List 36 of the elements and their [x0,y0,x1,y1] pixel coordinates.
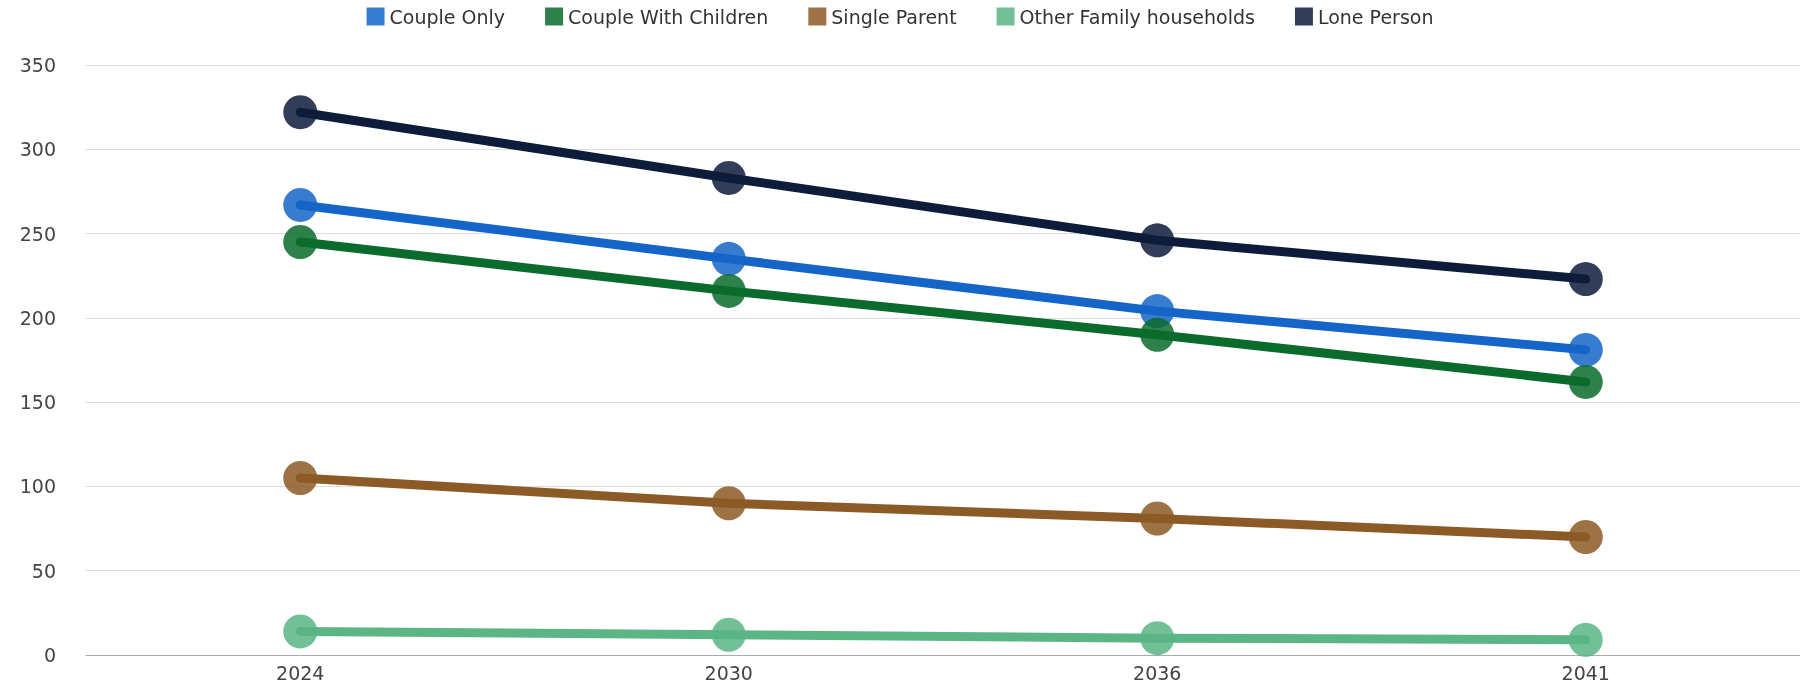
y-tick-label: 150 [19,391,56,414]
y-tick-label: 100 [19,475,56,498]
point [1568,332,1603,367]
y-tick-label: 50 [31,559,56,582]
y-tick-label: 350 [19,54,56,76]
legend-label: Couple With Children [568,5,769,28]
x-tick-label: 2041 [1561,661,1610,684]
point [283,225,318,259]
point [711,617,746,652]
y-tick-label: 250 [19,222,56,245]
point [711,241,746,276]
x-tick-label: 2024 [276,661,325,684]
point [283,187,318,222]
point [1140,621,1175,656]
x-tick-label: 2036 [1133,661,1182,684]
point [283,461,318,495]
point [711,160,746,195]
point [711,486,746,521]
point [1568,520,1603,554]
y-tick-label: 0 [43,644,56,666]
point [283,614,318,649]
legend-label: Other Family households [1019,5,1255,28]
point [1568,364,1603,399]
x-tick-label: 2030 [704,661,753,684]
legend-label: Couple Only [389,5,506,28]
point [1568,622,1603,657]
legend-label: Lone Person [1317,5,1434,28]
point [1140,317,1175,352]
y-tick-label: 300 [19,138,56,161]
point [711,273,746,308]
point [1140,501,1175,536]
point [1140,223,1175,258]
point [283,95,318,130]
y-tick-label: 200 [19,306,56,329]
legend-label: Single Parent [831,5,957,28]
point [1568,262,1603,297]
